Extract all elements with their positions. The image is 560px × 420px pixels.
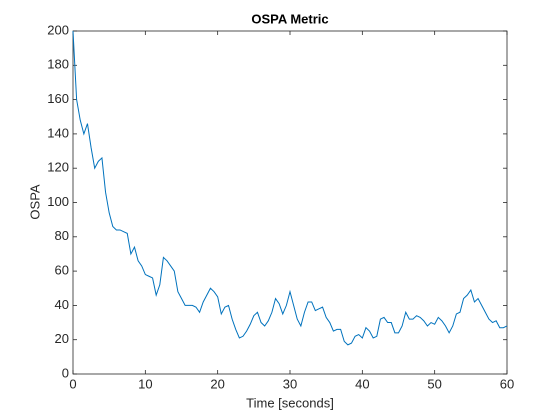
x-tick-label: 50 <box>427 376 441 391</box>
x-tick-label: 0 <box>69 376 76 391</box>
y-tick-label: 140 <box>47 125 69 140</box>
x-tick-label: 20 <box>210 376 224 391</box>
x-tick-label: 10 <box>138 376 152 391</box>
chart-title: OSPA Metric <box>251 11 328 26</box>
y-tick-label: 200 <box>47 22 69 37</box>
data-line <box>72 30 508 346</box>
y-tick-label: 160 <box>47 91 69 106</box>
x-axis-label: Time [seconds] <box>246 395 334 410</box>
y-tick-label: 100 <box>47 194 69 209</box>
y-tick-label: 0 <box>62 365 69 380</box>
y-tick-label: 60 <box>55 263 69 278</box>
x-tick-label: 60 <box>500 376 514 391</box>
y-tick-label: 120 <box>47 160 69 175</box>
y-tick-label: 20 <box>55 331 69 346</box>
x-tick-label: 40 <box>355 376 369 391</box>
axes-box <box>72 30 508 375</box>
y-tick-label: 80 <box>55 228 69 243</box>
y-axis-label: OSPA <box>27 184 42 219</box>
y-tick-label: 180 <box>47 57 69 72</box>
y-tick-label: 40 <box>55 297 69 312</box>
x-tick-label: 30 <box>283 376 297 391</box>
